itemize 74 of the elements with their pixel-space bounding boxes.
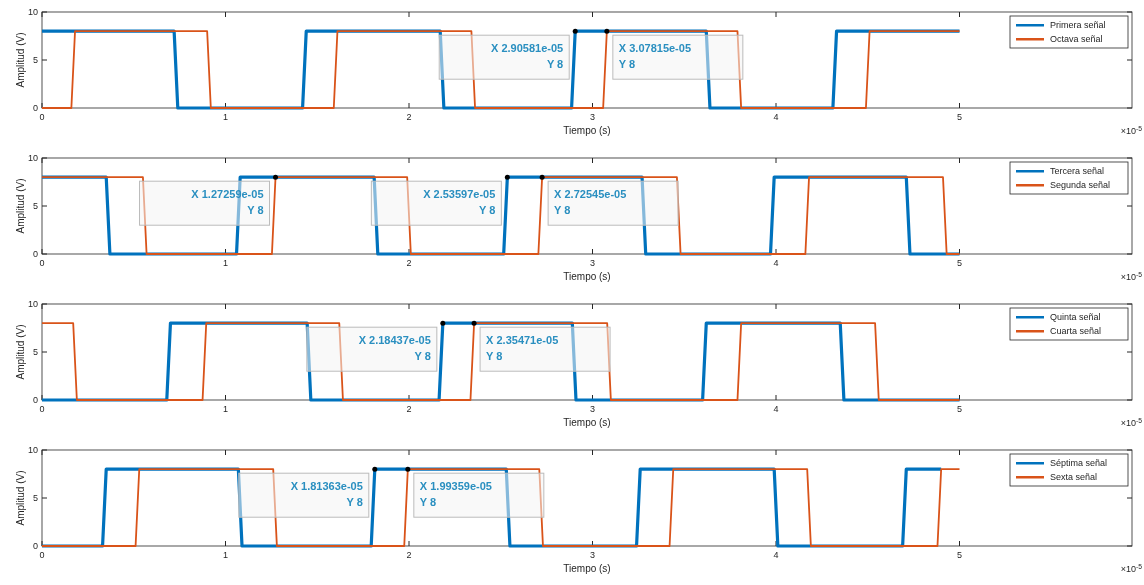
y-tick-label: 0: [32, 249, 38, 259]
x-tick-label: 1: [222, 258, 229, 268]
y-tick-label: 10: [27, 445, 38, 455]
text: ×10$^{-5}$: [1120, 270, 1143, 282]
legend-label: Octava señal: [1050, 34, 1103, 44]
annotation: X 2.90581e-05 Y 8: [491, 42, 564, 71]
x-tick-label: 4: [773, 258, 779, 268]
y-tick-label: 10: [27, 7, 38, 17]
x-axis-title: Tiempo (s): [563, 563, 611, 574]
tooltip-callout: X 1.99359e-05 Y 8: [405, 466, 545, 518]
annotation: X 3.07815e-05 Y 8: [618, 42, 692, 71]
text: ×10$^{-5}$: [1120, 562, 1143, 574]
y-tick-label: 5: [32, 201, 38, 211]
x-tick-label: 1: [222, 550, 229, 560]
x-tick-label: 0: [39, 258, 45, 268]
legend-label: Cuarta señal: [1050, 326, 1102, 336]
x-tick-label: 5: [957, 550, 963, 560]
tooltip-callout: X 1.27259e-05 Y 8: [139, 174, 278, 226]
tooltip-callout: X 3.07815e-05 Y 8: [604, 28, 744, 80]
y-tick-label: 5: [32, 493, 38, 503]
x-tick-label: 0: [39, 404, 45, 414]
y-axis-title: Amplitud (V): [15, 470, 26, 526]
x-tick-label: 4: [773, 550, 779, 560]
annotation: X 2.18437e-05 Y 8: [358, 334, 431, 363]
legend-label: Sexta señal: [1050, 472, 1098, 482]
x-tick-label: 3: [590, 550, 596, 560]
x-tick-label: 3: [590, 112, 596, 122]
y-tick-label: 5: [32, 347, 38, 357]
x-tick-label: 2: [406, 550, 412, 560]
tooltip-callout: X 2.18437e-05 Y 8: [306, 320, 446, 372]
x-tick-label: 5: [957, 258, 963, 268]
x-tick-label: 3: [590, 258, 596, 268]
y-axis-title: Amplitud (V): [15, 178, 26, 234]
tooltip-callout: X 2.72545e-05 Y 8: [539, 174, 679, 226]
annotation: X 2.35471e-05 Y 8: [486, 334, 559, 363]
y-axis-title: Amplitud (V): [15, 32, 26, 88]
x-tick-label: 1: [222, 404, 229, 414]
tooltip-callout: X 2.53597e-05 Y 8: [370, 174, 510, 226]
x-tick-label: 2: [406, 112, 412, 122]
x-tick-label: 0: [39, 550, 45, 560]
x-tick-label: 2: [406, 258, 412, 268]
tooltip-callout: X 1.81363e-05 Y 8: [238, 466, 378, 518]
x-tick-label: 5: [957, 404, 963, 414]
x-tick-label: 4: [773, 404, 779, 414]
legend-label: Primera señal: [1050, 20, 1106, 30]
x-tick-label: 1: [222, 112, 229, 122]
text: ×10$^{-5}$: [1120, 416, 1143, 428]
y-tick-label: 10: [27, 153, 38, 163]
tooltip-callout: X 2.90581e-05 Y 8: [438, 28, 578, 80]
x-tick-label: 4: [773, 112, 779, 122]
x-axis-title: Tiempo (s): [563, 271, 611, 282]
x-tick-label: 2: [406, 404, 412, 414]
annotation: X 1.99359e-05 Y 8: [419, 480, 492, 509]
y-tick-label: 5: [32, 55, 38, 65]
y-tick-label: 10: [27, 299, 38, 309]
annotation: X 1.81363e-05 Y 8: [290, 480, 363, 509]
legend-label: Quinta señal: [1050, 312, 1101, 322]
annotation: X 1.27259e-05 Y 8: [191, 188, 264, 217]
y-tick-label: 0: [32, 103, 38, 113]
legend-label: Tercera señal: [1050, 166, 1105, 176]
x-tick-label: 0: [39, 112, 45, 122]
legend-label: Séptima señal: [1050, 458, 1108, 468]
y-tick-label: 0: [32, 395, 38, 405]
text: ×10$^{-5}$: [1120, 124, 1143, 136]
x-axis-title: Tiempo (s): [563, 417, 611, 428]
annotation: X 2.53597e-05 Y 8: [423, 188, 496, 217]
annotation: X 2.72545e-05 Y 8: [554, 188, 627, 217]
y-tick-label: 0: [32, 541, 38, 551]
tooltip-callout: X 2.35471e-05 Y 8: [471, 320, 611, 372]
legend-label: Segunda señal: [1050, 180, 1111, 190]
x-axis-title: Tiempo (s): [563, 125, 611, 136]
x-tick-label: 5: [957, 112, 963, 122]
x-tick-label: 3: [590, 404, 596, 414]
y-axis-title: Amplitud (V): [15, 324, 26, 380]
